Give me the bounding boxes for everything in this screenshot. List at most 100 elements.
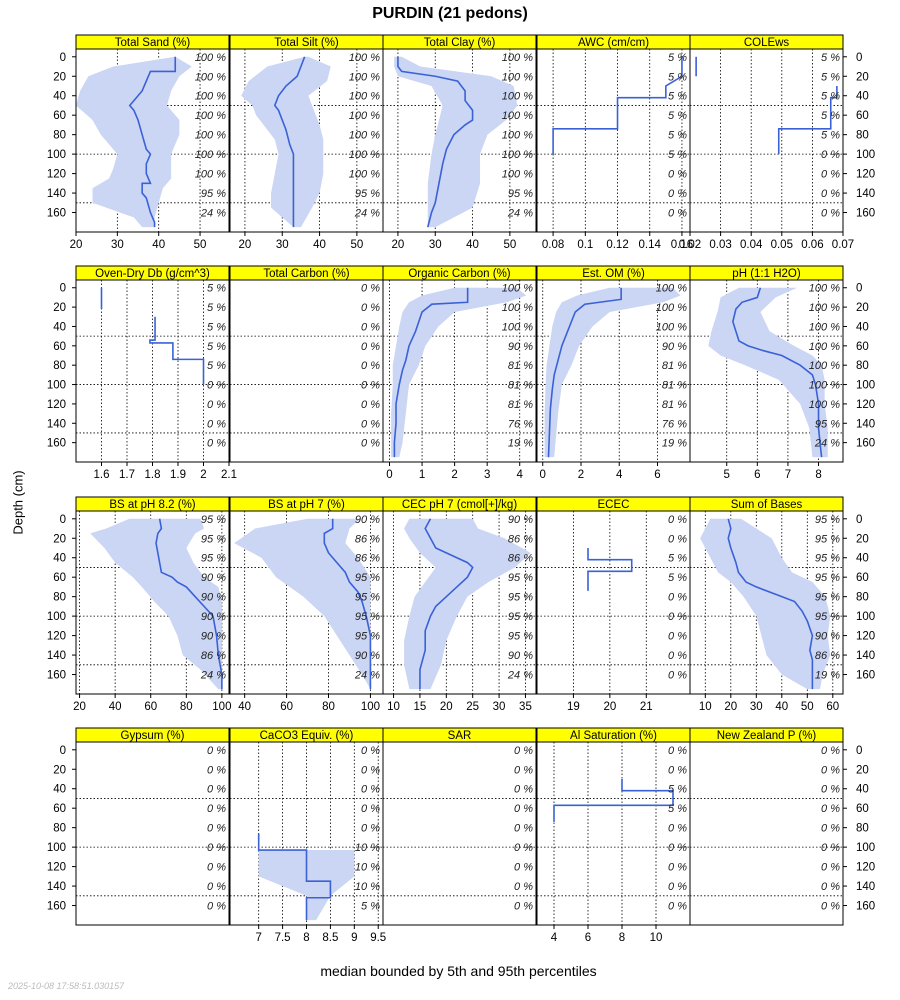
panel-frame	[75, 741, 230, 926]
x-tick-label: 0.16	[671, 239, 693, 251]
percent-label: 0 %	[361, 380, 380, 392]
y-tick-label: 80	[53, 360, 66, 372]
panel-frame	[689, 48, 844, 233]
y-tick-label: 100	[47, 380, 66, 392]
percentile-band	[544, 287, 681, 458]
percent-label: 100 %	[502, 149, 533, 161]
panel-title: pH (1:1 H2O)	[732, 268, 801, 280]
panel-frame	[689, 279, 844, 463]
y-tick-label: 160	[856, 670, 875, 682]
x-tick-label: 20	[239, 239, 252, 251]
panel-11: BS at pH 8.2 (%) 95 % 95 % 95 % 90 % 90 % 90 %…	[47, 496, 231, 713]
y-tick-label: 80	[53, 823, 66, 835]
percent-label: 100 %	[502, 91, 533, 103]
percent-label: 0 %	[514, 881, 533, 893]
panel-title: AWC (cm/cm)	[578, 37, 649, 49]
x-tick-label: 50	[801, 701, 814, 713]
percent-label: 0 %	[668, 881, 687, 893]
panel-title: New Zealand P (%)	[717, 730, 817, 742]
percent-label: 95 %	[201, 188, 226, 200]
percent-label: 81 %	[508, 380, 533, 392]
panel-18: SAR 0 % 0 % 0 % 0 % 0 % 0 % 0 % 0 % 0 %	[382, 727, 537, 926]
x-tick-label: 19	[567, 701, 580, 713]
percent-label: 0 %	[361, 302, 380, 314]
panel-4: AWC (cm/cm) 5 % 5 % 5 % 5 % 5 % 5 % 0 % 0 % 0 % 0.…	[536, 34, 693, 251]
percent-label: 81 %	[508, 360, 533, 372]
percent-label: 90 %	[508, 514, 533, 526]
panel-grid	[383, 798, 536, 897]
percent-label: 5 %	[821, 110, 840, 122]
panel-frame	[689, 741, 844, 926]
panel-title: Total Sand (%)	[115, 37, 191, 49]
y-tick-label: 0	[856, 745, 862, 757]
percent-label: 24 %	[354, 670, 380, 682]
percent-label: 0 %	[514, 803, 533, 815]
y-tick-label: 40	[856, 91, 869, 103]
x-tick-label: 20	[724, 701, 737, 713]
panel-title: BS at pH 7 (%)	[268, 499, 345, 511]
y-tick-label: 80	[856, 823, 869, 835]
percent-label: 90 %	[508, 650, 533, 662]
percent-label: 95 %	[355, 611, 380, 623]
y-tick-label: 60	[856, 572, 869, 584]
percent-label: 0 %	[821, 862, 840, 874]
percent-label: 0 %	[207, 901, 226, 913]
percent-label: 0 %	[668, 823, 687, 835]
percent-label: 0 %	[207, 418, 226, 430]
panel-title: Sum of Bases	[731, 499, 803, 511]
x-tick-label: 30	[493, 701, 506, 713]
percent-label: 0 %	[821, 169, 840, 181]
x-tick-label: 1	[419, 469, 425, 481]
x-tick-label: 1.8	[145, 469, 161, 481]
percent-label: 100 %	[809, 341, 840, 353]
percent-label: 81 %	[662, 360, 687, 372]
percent-label: 95 %	[355, 592, 380, 604]
percent-label: 0 %	[668, 188, 687, 200]
x-tick-label: 60	[280, 701, 293, 713]
y-tick-label: 40	[856, 784, 869, 796]
percent-label: 0 %	[361, 321, 380, 333]
percent-label: 0 %	[821, 188, 840, 200]
percent-label: 0 %	[668, 533, 687, 545]
percent-label: 0 %	[514, 764, 533, 776]
panel-frame	[382, 279, 537, 463]
percent-label: 86 %	[815, 650, 840, 662]
panel-title: Total Carbon (%)	[263, 268, 349, 280]
x-tick-label: 10	[699, 701, 712, 713]
percent-label: 5 %	[668, 71, 687, 83]
percent-label: 86 %	[508, 533, 533, 545]
x-tick-label: 8	[619, 932, 625, 944]
median-line	[553, 778, 674, 822]
y-tick-label: 60	[53, 572, 66, 584]
percent-label: 5 %	[821, 91, 840, 103]
percent-label: 0 %	[514, 862, 533, 874]
percent-label: 0 %	[668, 169, 687, 181]
percent-label: 0 %	[207, 862, 226, 874]
percent-label: 5 %	[207, 302, 226, 314]
panel-2: Total Silt (%) 100 % 100 % 100 % 100 % 100 % 1…	[229, 34, 384, 251]
y-tick-label: 120	[856, 631, 875, 643]
x-tick-label: 5	[724, 469, 730, 481]
x-tick-label: 20	[392, 239, 405, 251]
y-tick-label: 140	[856, 650, 875, 662]
percentile-band	[394, 56, 518, 228]
percent-label: 19 %	[662, 438, 687, 450]
panel-title: SAR	[448, 730, 472, 742]
percent-label: 5 %	[821, 130, 840, 142]
x-tick-label: 7.5	[275, 932, 291, 944]
y-tick-label: 40	[856, 321, 869, 333]
y-tick-label: 160	[856, 901, 875, 913]
percent-label: 10 %	[355, 862, 380, 874]
x-tick-label: 4	[517, 469, 524, 481]
percent-label: 0 %	[207, 881, 226, 893]
y-tick-label: 80	[53, 130, 66, 142]
panel-title: Est. OM (%)	[582, 268, 645, 280]
percentile-band	[404, 518, 531, 690]
y-tick-label: 160	[47, 670, 66, 682]
y-tick-label: 60	[856, 110, 869, 122]
percent-label: 0 %	[514, 784, 533, 796]
x-tick-label: 6	[585, 932, 591, 944]
percent-label: 0 %	[207, 399, 226, 411]
x-tick-label: 20	[603, 701, 616, 713]
